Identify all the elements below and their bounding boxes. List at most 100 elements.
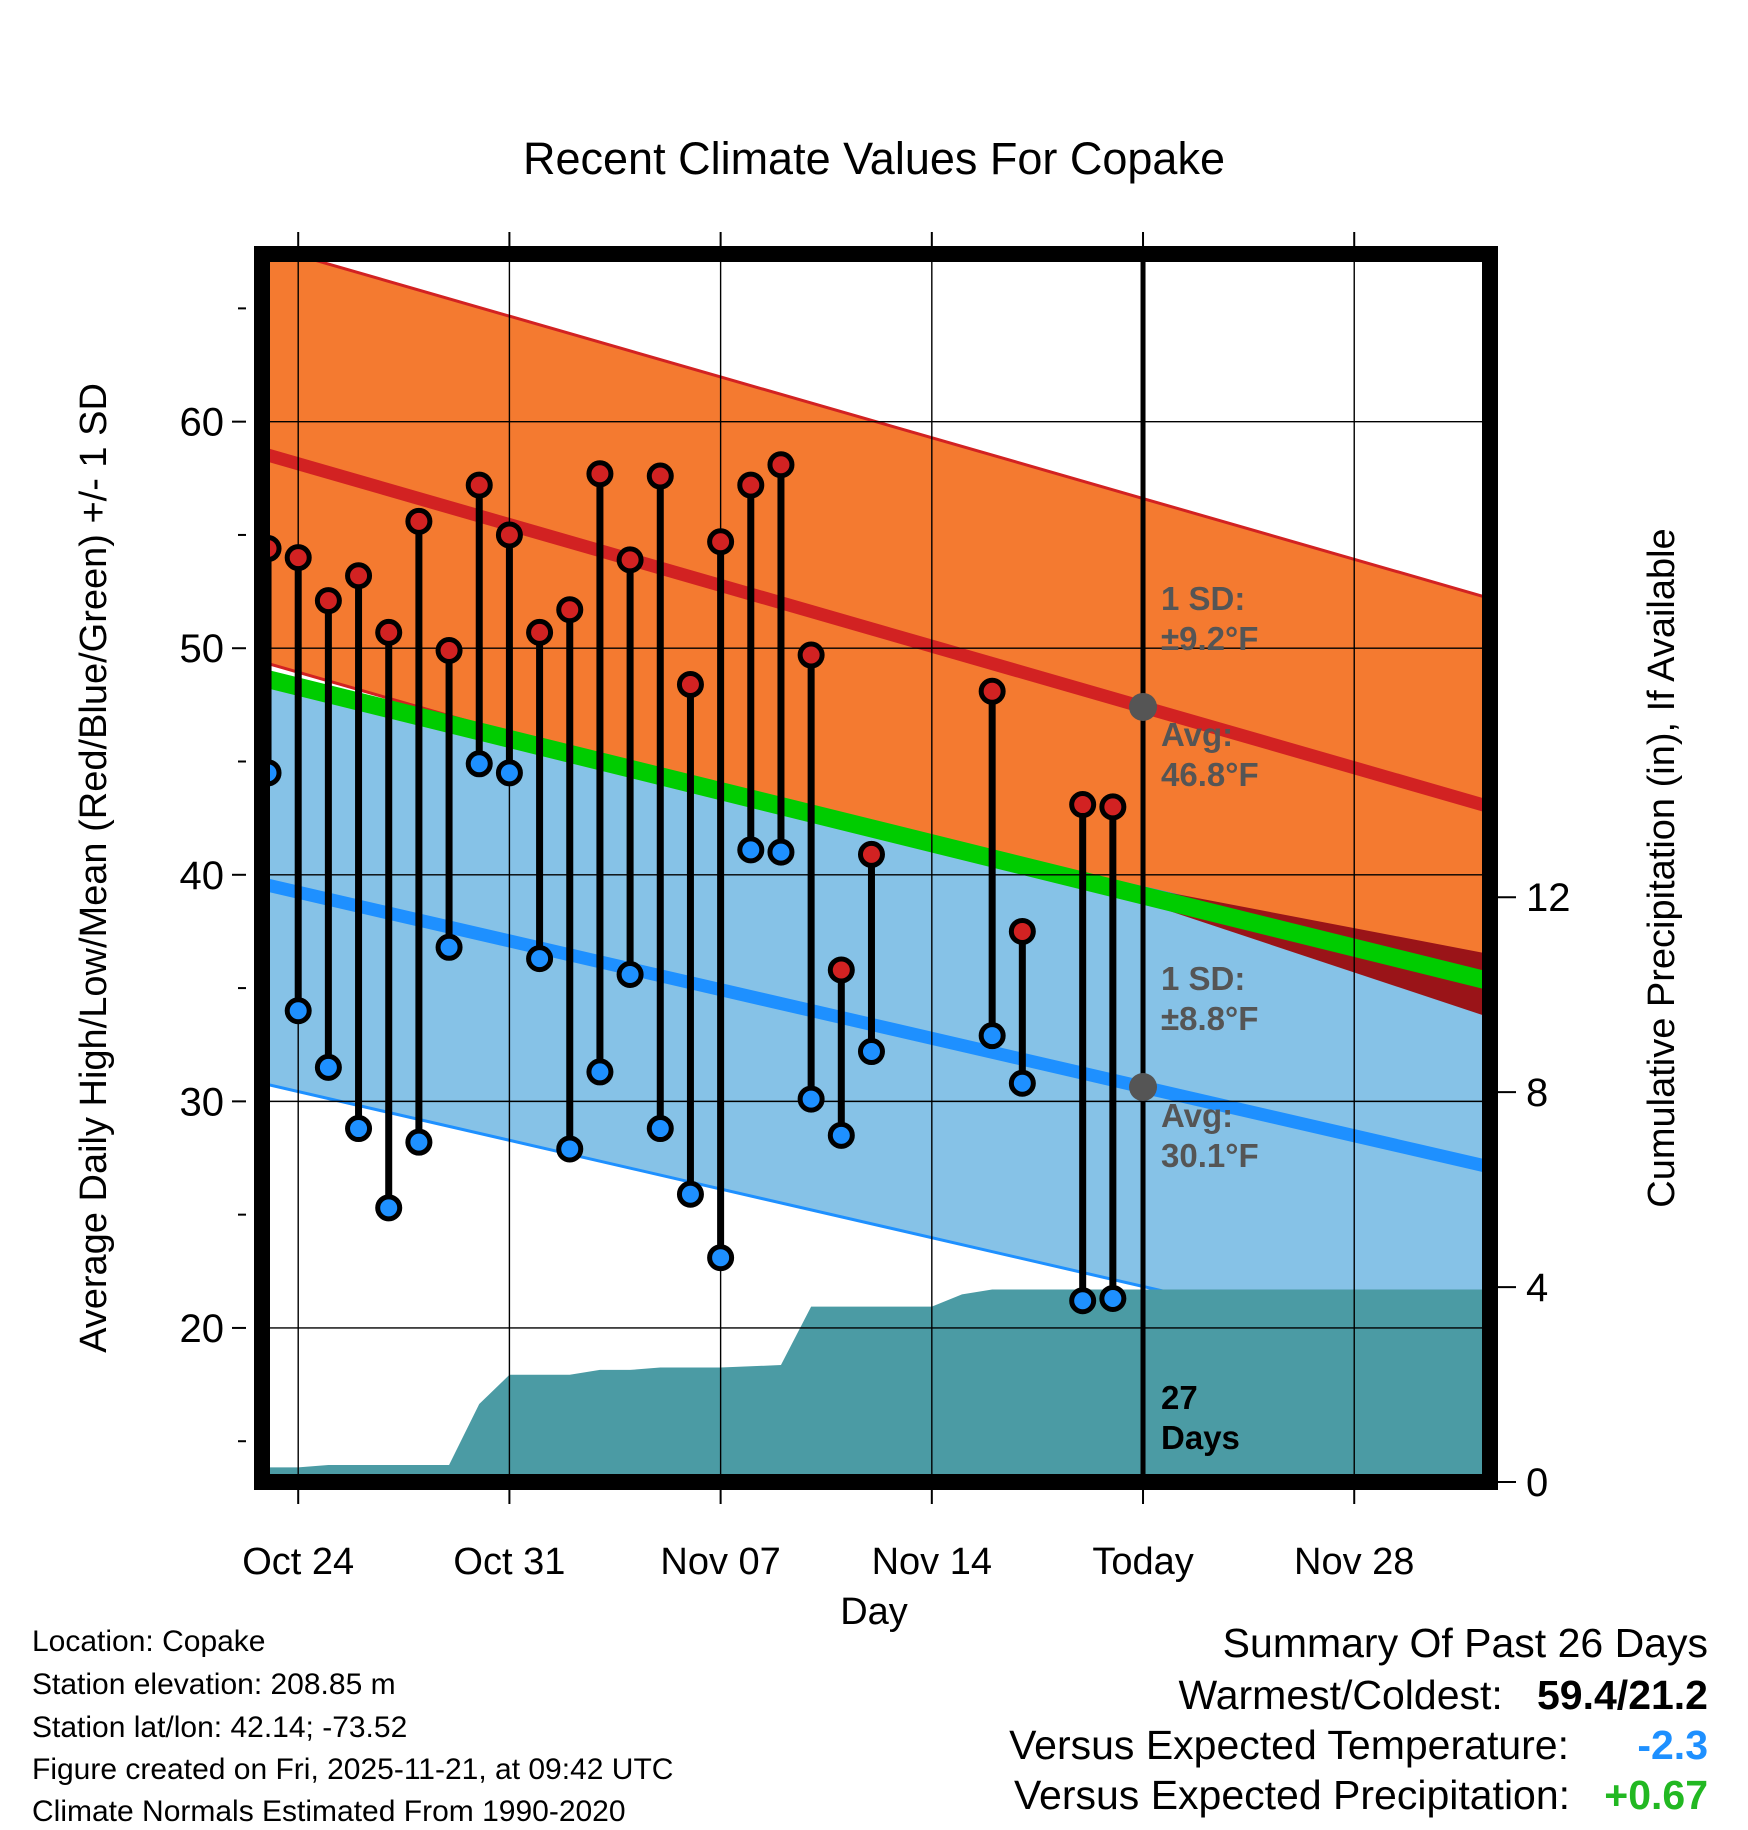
low-point	[435, 933, 463, 961]
high-sd-annotation: 1 SD:	[1161, 580, 1245, 617]
high-point	[556, 596, 584, 624]
y2-tick-label: 0	[1526, 1461, 1548, 1505]
high-point	[465, 471, 493, 499]
high-point	[1008, 917, 1036, 945]
high-point	[375, 618, 403, 646]
high-avg-annotation: 46.8°F	[1161, 756, 1259, 793]
high-point	[586, 460, 614, 488]
summary-temp-value: -2.3	[1637, 1722, 1708, 1768]
high-point	[435, 636, 463, 664]
summary-warmest-label: Warmest/Coldest:	[1178, 1672, 1503, 1718]
y2-tick-label: 4	[1526, 1266, 1548, 1310]
high-point	[495, 521, 523, 549]
x-tick-label: Oct 24	[242, 1541, 354, 1583]
high-point	[737, 471, 765, 499]
low-point	[345, 1115, 373, 1143]
high-point	[707, 528, 735, 556]
info-latlon: Station lat/lon: 42.14; -73.52	[32, 1711, 408, 1744]
summary-title: Summary Of Past 26 Days	[1222, 1620, 1708, 1666]
y2-tick-label: 12	[1526, 876, 1571, 920]
low-point	[375, 1194, 403, 1222]
high-point	[1099, 793, 1127, 821]
high-point	[978, 677, 1006, 705]
info-normals: Climate Normals Estimated From 1990-2020	[32, 1795, 626, 1828]
high-avg-annotation: Avg:	[1161, 716, 1233, 753]
normal-low-line	[262, 877, 1490, 1174]
x-tick-label: Nov 14	[872, 1541, 992, 1583]
y-tick-label: 20	[180, 1307, 225, 1351]
low-point	[586, 1058, 614, 1086]
summary-precip-row: Versus Expected Precipitation: +0.67	[1014, 1772, 1708, 1819]
info-created: Figure created on Fri, 2025-11-21, at 09…	[32, 1753, 674, 1786]
x-tick-label: Nov 07	[660, 1541, 780, 1583]
high-point	[284, 544, 312, 572]
x-tick-label: Today	[1092, 1541, 1193, 1583]
high-point	[345, 562, 373, 590]
low-point	[827, 1121, 855, 1149]
x-tick-label: Oct 31	[453, 1541, 565, 1583]
chart-title: Recent Climate Values For Copake	[523, 133, 1225, 184]
high-point	[227, 424, 249, 446]
plot-area	[227, 254, 1490, 1482]
low-point	[646, 1115, 674, 1143]
low-point	[707, 1244, 735, 1272]
summary-warmest-row: Warmest/Coldest: 59.4/21.2	[1179, 1672, 1708, 1719]
x-axis-label: Day	[840, 1591, 908, 1633]
high-point	[526, 618, 554, 646]
low-point	[556, 1135, 584, 1163]
high-point	[827, 956, 855, 984]
normal-high-line	[262, 447, 1490, 814]
low-point	[616, 960, 644, 988]
high-sd-annotation: ±9.2°F	[1161, 620, 1258, 657]
low-sd-annotation: 1 SD:	[1161, 960, 1245, 997]
normal-mean-line	[262, 668, 1490, 991]
low-point	[526, 945, 554, 973]
y-tick-label: 30	[180, 1080, 225, 1124]
low-point	[676, 1180, 704, 1208]
x-tick-label: Nov 28	[1294, 1541, 1414, 1583]
low-sd-annotation: ±8.8°F	[1161, 1000, 1258, 1037]
plot-frame	[254, 246, 1498, 1490]
low-avg-annotation: 30.1°F	[1161, 1137, 1259, 1174]
y2-tick-label: 8	[1526, 1071, 1548, 1115]
high-point	[405, 507, 433, 535]
low-point	[227, 710, 249, 732]
low-point	[767, 838, 795, 866]
low-avg-annotation: Avg:	[1161, 1097, 1233, 1134]
low-point	[797, 1085, 825, 1113]
low-point	[1008, 1069, 1036, 1097]
days-annotation: Days	[1161, 1419, 1240, 1456]
low-point	[737, 836, 765, 864]
low-avg-marker	[1129, 1073, 1158, 1102]
y-tick-label: 50	[180, 627, 225, 671]
high-point	[616, 546, 644, 574]
high-point	[767, 451, 795, 479]
info-elevation: Station elevation: 208.85 m	[32, 1668, 396, 1701]
high-point	[857, 840, 885, 868]
high-point	[1069, 791, 1097, 819]
high-point	[646, 462, 674, 490]
y-tick-label: 60	[180, 401, 225, 445]
summary-temp-label: Versus Expected Temperature:	[1009, 1722, 1569, 1768]
summary-temp-row: Versus Expected Temperature: -2.3	[1009, 1722, 1708, 1769]
high-point	[676, 670, 704, 698]
summary-warmest-value: 59.4/21.2	[1537, 1672, 1708, 1718]
high-point	[314, 587, 342, 615]
info-location: Location: Copake	[32, 1625, 266, 1658]
low-point	[495, 759, 523, 787]
high-avg-marker	[1129, 692, 1158, 721]
y-axis-label: Average Daily High/Low/Mean (Red/Blue/Gr…	[73, 383, 115, 1353]
low-point	[314, 1053, 342, 1081]
y-tick-label: 40	[180, 854, 225, 898]
low-point	[284, 997, 312, 1025]
high-point	[797, 641, 825, 669]
summary-precip-value: +0.67	[1604, 1772, 1708, 1818]
summary-precip-label: Versus Expected Precipitation:	[1013, 1772, 1571, 1818]
precip-area	[262, 1289, 1490, 1482]
low-point	[1099, 1284, 1127, 1312]
low-point	[465, 750, 493, 778]
low-point	[978, 1022, 1006, 1050]
low-point	[1069, 1287, 1097, 1315]
low-point	[405, 1128, 433, 1156]
